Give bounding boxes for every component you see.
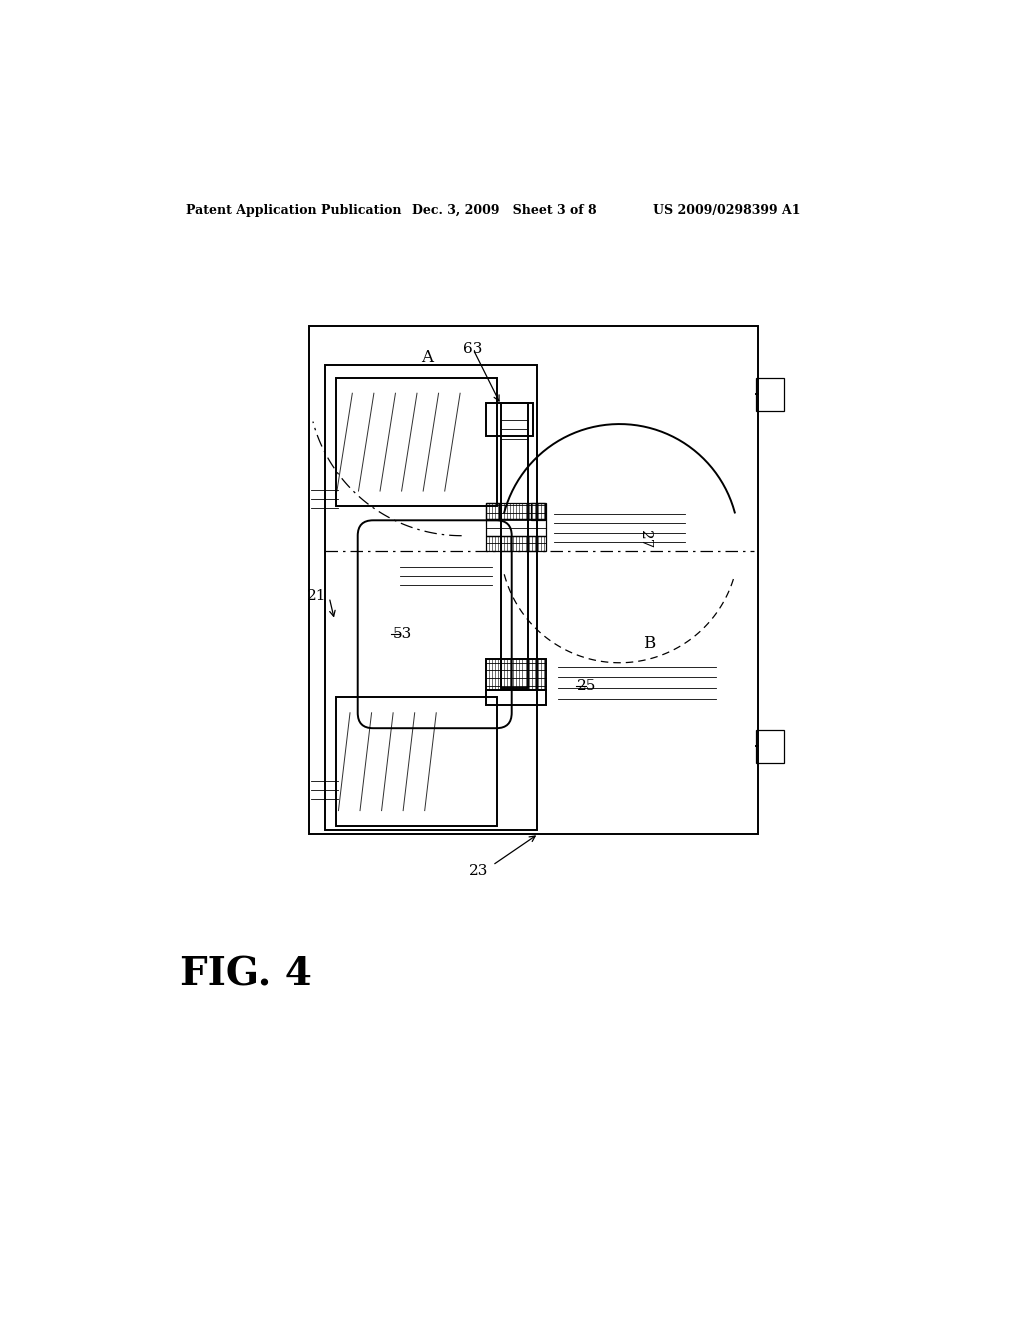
- Bar: [336, 378, 497, 507]
- Bar: [531, 503, 545, 520]
- Text: US 2009/0298399 A1: US 2009/0298399 A1: [652, 205, 800, 218]
- Text: A: A: [421, 348, 433, 366]
- Bar: [326, 364, 538, 830]
- Bar: [486, 503, 547, 519]
- Bar: [486, 536, 547, 552]
- Bar: [486, 503, 499, 520]
- Text: 25: 25: [578, 678, 597, 693]
- Bar: [336, 697, 497, 826]
- Bar: [501, 404, 528, 688]
- Bar: [486, 404, 532, 436]
- Text: 23: 23: [469, 863, 488, 878]
- Bar: [486, 519, 547, 536]
- Text: Dec. 3, 2009   Sheet 3 of 8: Dec. 3, 2009 Sheet 3 of 8: [412, 205, 596, 218]
- Bar: [309, 326, 758, 834]
- Bar: [756, 730, 783, 763]
- Text: FIG. 4: FIG. 4: [180, 956, 312, 994]
- Bar: [756, 378, 783, 411]
- Bar: [486, 659, 547, 689]
- Text: B: B: [643, 635, 655, 652]
- Text: 21: 21: [307, 589, 327, 603]
- Text: 27: 27: [638, 529, 652, 549]
- Text: Patent Application Publication: Patent Application Publication: [186, 205, 401, 218]
- Text: 63: 63: [463, 342, 482, 356]
- Text: 53: 53: [392, 627, 412, 642]
- Bar: [486, 690, 547, 705]
